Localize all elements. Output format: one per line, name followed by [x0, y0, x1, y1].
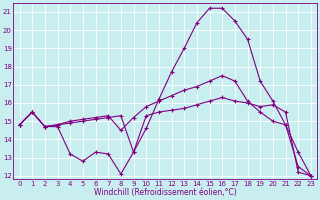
X-axis label: Windchill (Refroidissement éolien,°C): Windchill (Refroidissement éolien,°C)	[94, 188, 236, 197]
